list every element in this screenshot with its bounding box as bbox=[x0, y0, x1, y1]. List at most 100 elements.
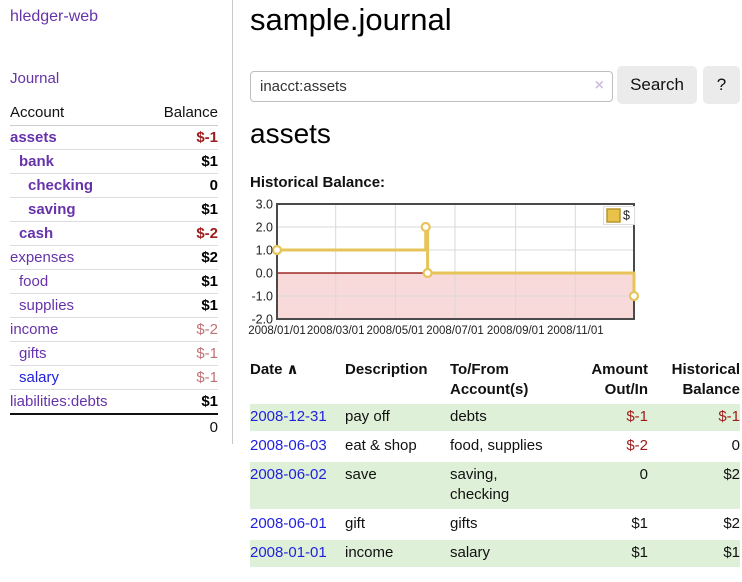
y-tick-label: 0.0 bbox=[256, 267, 273, 281]
register-row: 2008-01-01 income salary $1 $1 bbox=[250, 539, 740, 569]
sidebar-account-link[interactable]: gifts bbox=[19, 345, 47, 362]
register-row: 2008-06-01 gift gifts $1 $2 bbox=[250, 510, 740, 540]
accounts-col-account: Account bbox=[10, 102, 144, 126]
x-tick-label: 2008/11/01 bbox=[547, 325, 604, 337]
account-row: food $1 bbox=[10, 269, 218, 294]
sidebar-account-balance: $1 bbox=[143, 149, 218, 174]
search-input[interactable] bbox=[250, 71, 613, 102]
sidebar-account-link[interactable]: checking bbox=[28, 177, 94, 194]
accounts-header-row: Account Balance bbox=[10, 102, 218, 126]
sidebar-item-journal[interactable]: Journal bbox=[10, 70, 60, 87]
x-tick-label: 2008/01/01 bbox=[248, 325, 306, 337]
x-tick-label: 2008/07/01 bbox=[426, 325, 484, 337]
y-tick-label: 3.0 bbox=[256, 198, 273, 212]
register-date-link[interactable]: 2008-06-01 bbox=[250, 515, 327, 532]
register-col-accounts: To/From Account(s) bbox=[450, 361, 529, 398]
account-row: saving $1 bbox=[10, 197, 218, 222]
x-tick-label: 2008/03/01 bbox=[307, 325, 365, 337]
account-row: liabilities:debts $1 bbox=[10, 389, 218, 415]
sidebar-account-balance: $1 bbox=[143, 293, 218, 318]
sidebar-account-balance: $-1 bbox=[143, 365, 218, 390]
spacer bbox=[10, 413, 144, 440]
register-date-link[interactable]: 2008-06-03 bbox=[250, 437, 327, 454]
register-col-amount: Amount Out/In bbox=[591, 361, 648, 398]
register-date-link[interactable]: 2008-01-01 bbox=[250, 544, 327, 561]
account-row: checking 0 bbox=[10, 173, 218, 198]
y-tick-label: 1.0 bbox=[256, 244, 273, 258]
register-row: 2008-06-03 eat & shop food, supplies $-2 0 bbox=[250, 432, 740, 462]
register-col-balance: Historical Balance bbox=[671, 361, 740, 398]
account-row: assets $-1 bbox=[10, 125, 218, 150]
register-amount: $1 bbox=[560, 510, 648, 540]
account-row: income $-2 bbox=[10, 317, 218, 342]
account-row: expenses $2 bbox=[10, 245, 218, 270]
register-accounts: salary bbox=[450, 539, 560, 569]
register-description: pay off bbox=[345, 404, 450, 433]
sidebar-account-balance: $-1 bbox=[143, 125, 218, 150]
account-row: bank $1 bbox=[10, 149, 218, 174]
data-point[interactable] bbox=[422, 267, 433, 279]
help-button[interactable]: ? bbox=[703, 66, 740, 104]
account-row: cash $-2 bbox=[10, 221, 218, 246]
register-accounts: food, supplies bbox=[450, 432, 560, 462]
sidebar-account-link[interactable]: saving bbox=[28, 201, 76, 218]
register-accounts: debts bbox=[450, 404, 560, 433]
clear-search-icon[interactable]: × bbox=[594, 77, 604, 94]
register-balance: $2 bbox=[648, 461, 740, 511]
register-date-link[interactable]: 2008-12-31 bbox=[250, 408, 327, 425]
app-brand-link[interactable]: hledger-web bbox=[10, 8, 99, 25]
search-button[interactable]: Search bbox=[617, 66, 697, 104]
data-point[interactable] bbox=[420, 221, 431, 233]
accounts-total-row: 0 bbox=[10, 413, 218, 440]
sidebar: hledger-web Journal Account Balance asse… bbox=[0, 0, 233, 444]
accounts-total-balance: 0 bbox=[143, 413, 218, 440]
x-tick-label: 2008/05/01 bbox=[367, 325, 425, 337]
account-row: supplies $1 bbox=[10, 293, 218, 318]
sidebar-account-link[interactable]: supplies bbox=[19, 297, 75, 314]
accounts-col-balance: Balance bbox=[143, 102, 218, 126]
register-description: eat & shop bbox=[345, 432, 450, 462]
data-point[interactable] bbox=[271, 244, 283, 256]
sidebar-account-balance: $1 bbox=[143, 389, 218, 415]
register-balance: $2 bbox=[648, 510, 740, 540]
search-box: × bbox=[250, 71, 613, 102]
register-date-link[interactable]: 2008-06-02 bbox=[250, 466, 327, 483]
sidebar-account-link[interactable]: liabilities:debts bbox=[10, 393, 108, 410]
register-col-description: Description bbox=[345, 361, 428, 378]
register-description: income bbox=[345, 539, 450, 569]
register-amount: 0 bbox=[560, 461, 648, 511]
register-row: 2008-12-31 pay off debts $-1 $-1 bbox=[250, 404, 740, 433]
data-point[interactable] bbox=[628, 290, 640, 302]
y-tick-label: -2.0 bbox=[251, 313, 273, 327]
sidebar-account-link[interactable]: bank bbox=[19, 153, 55, 170]
legend-swatch bbox=[606, 208, 621, 223]
sidebar-account-link[interactable]: expenses bbox=[10, 249, 75, 266]
plot-border bbox=[276, 203, 635, 320]
chart-heading: Historical Balance: bbox=[250, 174, 386, 191]
register-table: Date ∧ Description To/From Account(s) Amo… bbox=[250, 360, 740, 569]
y-tick-label: 2.0 bbox=[256, 221, 273, 235]
register-amount: $1 bbox=[560, 539, 648, 569]
sidebar-account-link[interactable]: assets bbox=[10, 129, 57, 146]
sidebar-account-balance: $1 bbox=[143, 269, 218, 294]
sidebar-account-link[interactable]: income bbox=[10, 321, 59, 338]
sidebar-account-link[interactable]: salary bbox=[19, 369, 60, 386]
sidebar-account-balance: $-2 bbox=[143, 317, 218, 342]
account-heading: assets bbox=[250, 118, 331, 149]
historical-balance-chart: $3.0 2.0 1.0 0.0 -1.0 -2.0 2008/01/01 2008/03/0… bbox=[248, 198, 640, 340]
register-header-row: Date ∧ Description To/From Account(s) Amo… bbox=[250, 360, 740, 404]
register-balance: $1 bbox=[648, 539, 740, 569]
sidebar-account-link[interactable]: cash bbox=[19, 225, 54, 242]
register-description: save bbox=[345, 461, 450, 511]
sidebar-account-link[interactable]: food bbox=[19, 273, 49, 290]
account-row: salary $-1 bbox=[10, 365, 218, 390]
sidebar-account-balance: $2 bbox=[143, 245, 218, 270]
account-row: gifts $-1 bbox=[10, 341, 218, 366]
register-amount: $-1 bbox=[560, 404, 648, 433]
sidebar-account-balance: $1 bbox=[143, 197, 218, 222]
page-title: sample.journal bbox=[250, 2, 452, 37]
sidebar-account-balance: 0 bbox=[143, 173, 218, 198]
register-col-date[interactable]: Date ∧ bbox=[250, 361, 299, 378]
register-row: 2008-06-02 save saving, checking 0 $2 bbox=[250, 461, 740, 511]
legend-label: $ bbox=[623, 209, 630, 223]
